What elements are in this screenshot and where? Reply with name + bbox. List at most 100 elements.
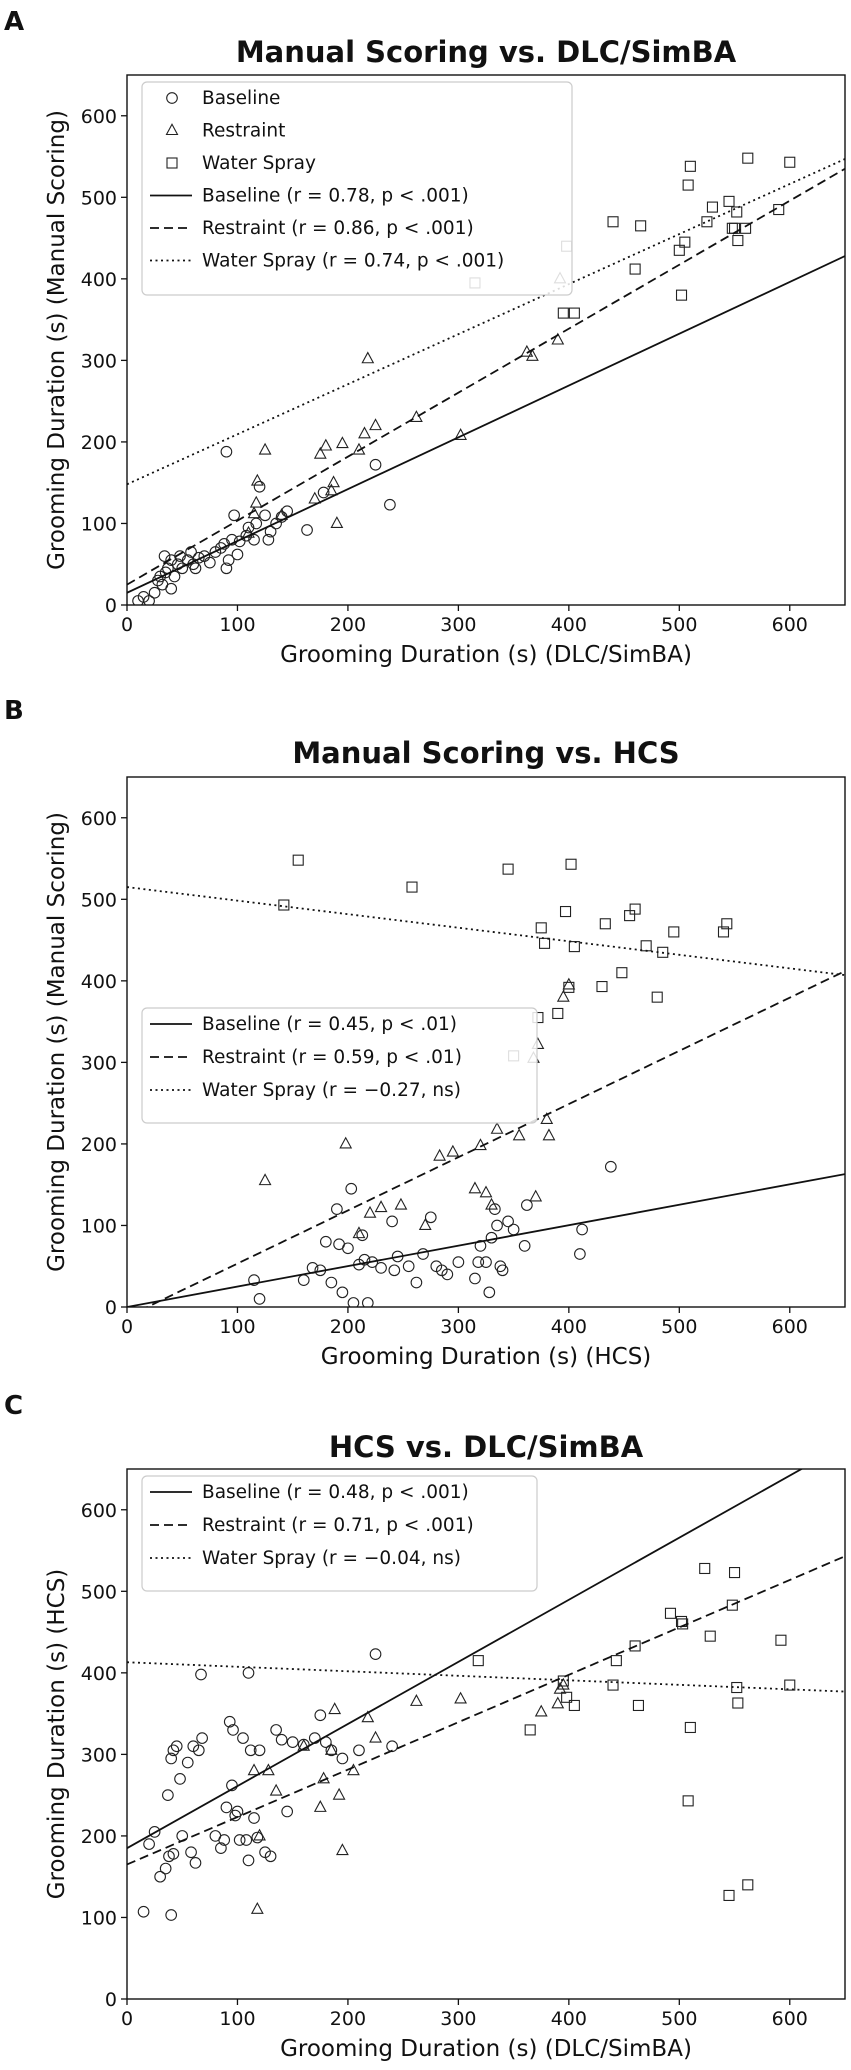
point-water-spray [524,1724,536,1736]
point-restraint [485,1197,498,1210]
x-tick-label: 200 [330,614,366,636]
point-water-spray [682,179,694,191]
point-water-spray [684,160,696,172]
panel-letter: A [4,7,24,37]
chart-title: HCS vs. DLC/SimBA [329,1430,644,1464]
point-water-spray [699,1562,711,1575]
point-baseline [388,1264,401,1277]
legend-marker-water-spray [166,157,178,169]
point-restraint [249,495,263,508]
y-tick-label: 300 [81,1744,117,1766]
point-baseline [353,1744,365,1757]
point-baseline [347,1297,360,1307]
point-water-spray [568,1699,580,1712]
legend: Baseline (r = 0.45, p < .01) Restraint (r… [141,1007,538,1124]
point-baseline [248,1812,260,1824]
legend-label: Water Spray (r = −0.04, ns) [202,1548,461,1569]
point-baseline [502,1215,514,1228]
point-restraint [433,1148,447,1161]
point-baseline [336,1752,349,1765]
point-restraint [253,1828,266,1841]
point-baseline [195,1668,207,1681]
point-restraint [534,1704,548,1717]
point-water-spray [568,941,580,953]
point-baseline [242,1666,255,1679]
point-restraint [512,1128,526,1141]
point-baseline [452,1256,465,1269]
point-restraint [525,348,539,361]
x-tick-label: 0 [121,614,133,636]
y-tick-label: 500 [81,1581,117,1603]
fit-line-solid [127,255,845,594]
point-baseline [189,1856,202,1869]
point-baseline [181,1756,194,1769]
point-baseline [480,1256,492,1269]
point-water-spray [723,1889,735,1901]
point-water-spray [535,922,547,934]
point-baseline [154,1870,166,1883]
point-baseline [325,1276,338,1289]
legend-label: Water Spray (r = 0.74, p < .001) [202,251,504,272]
point-water-spray [731,206,743,218]
point-baseline [342,1242,354,1255]
point-water-spray [668,926,680,938]
point-baseline [485,1231,498,1244]
point-baseline [148,1825,161,1838]
point-water-spray [682,1795,694,1807]
point-baseline [220,445,233,458]
point-baseline [137,1905,150,1918]
point-water-spray [599,918,611,930]
point-baseline [259,509,271,522]
point-baseline [220,1801,233,1814]
x-tick-label: 500 [661,614,697,636]
point-water-spray [561,1691,573,1703]
panel-letter: B [4,696,24,726]
point-restraint [490,1121,504,1134]
point-water-spray [629,1640,641,1652]
y-tick-label: 300 [81,350,117,372]
point-baseline [159,1862,172,1875]
point-baseline [574,1248,586,1260]
point-baseline [242,521,255,534]
point-restraint [454,1691,468,1704]
x-tick-label: 100 [219,614,255,636]
point-restraint [335,436,349,449]
y-axis-label: Grooming Duration (s) (HCS) [44,1569,70,1900]
point-baseline [472,1256,485,1269]
legend: Baseline Restraint Water Spray Baseline (r … [141,81,573,296]
legend-label: Baseline (r = 0.78, p < .001) [202,186,469,207]
point-baseline [297,1274,310,1286]
point-water-spray [607,216,619,228]
point-restraint [358,426,371,439]
point-restraint [352,1226,366,1239]
y-axis-label: Grooming Duration (s) (Manual Scoring) [44,110,70,570]
x-tick-label: 300 [440,2008,476,2030]
point-baseline [196,1732,208,1744]
point-baseline [424,1211,437,1224]
x-tick-label: 0 [121,1316,133,1338]
y-tick-label: 400 [81,971,117,993]
point-restraint [361,1710,375,1723]
point-restraint [542,1128,556,1141]
point-water-spray [278,899,290,911]
point-restraint [258,442,272,455]
point-baseline [143,1838,155,1850]
point-baseline [253,480,266,493]
point-baseline [223,1715,236,1728]
x-tick-label: 100 [219,1316,255,1338]
x-tick-label: 300 [440,614,476,636]
point-restraint [556,989,570,1002]
point-restraint [553,1681,567,1694]
legend-box [141,1007,538,1124]
point-restraint [250,473,264,486]
point-restraint [394,1197,408,1210]
point-restraint [540,1112,554,1125]
point-baseline [384,498,396,511]
panel-C: C HCS vs. DLC/SimBA 0 100 200 300 400 500 600 0 10… [4,1391,846,2062]
point-baseline [185,1846,197,1859]
y-tick-label: 600 [81,808,117,830]
y-tick-label: 600 [81,106,117,128]
y-tick-label: 300 [81,1052,117,1074]
point-restraint [324,1742,338,1755]
legend-box [141,81,573,296]
